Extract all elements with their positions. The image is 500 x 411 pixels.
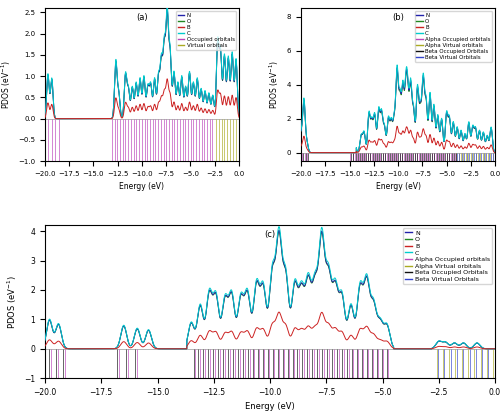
- Y-axis label: PDOS (eV$^{-1}$): PDOS (eV$^{-1}$): [0, 60, 12, 109]
- Legend: N, O, B, C, Occupied orbitals, Virtual orbitals: N, O, B, C, Occupied orbitals, Virtual o…: [176, 11, 236, 50]
- Y-axis label: PDOS (eV$^{-1}$): PDOS (eV$^{-1}$): [5, 275, 18, 328]
- X-axis label: Energy (eV): Energy (eV): [245, 402, 295, 411]
- Text: (b): (b): [392, 13, 404, 22]
- Text: (c): (c): [264, 230, 276, 239]
- Y-axis label: PDOS (eV$^{-1}$): PDOS (eV$^{-1}$): [268, 60, 281, 109]
- Legend: N, O, B, C, Alpha Occupied orbitals, Alpha Virtual orbitals, Beta Occupied Orbit: N, O, B, C, Alpha Occupied orbitals, Alp…: [414, 11, 492, 62]
- X-axis label: Energy (eV): Energy (eV): [376, 182, 420, 192]
- X-axis label: Energy (eV): Energy (eV): [120, 182, 164, 192]
- Text: (a): (a): [136, 13, 148, 22]
- Legend: N, O, B, C, Alpha Occupied orbitals, Alpha Virtual orbitals, Beta Occupied Orbit: N, O, B, C, Alpha Occupied orbitals, Alp…: [403, 229, 492, 284]
